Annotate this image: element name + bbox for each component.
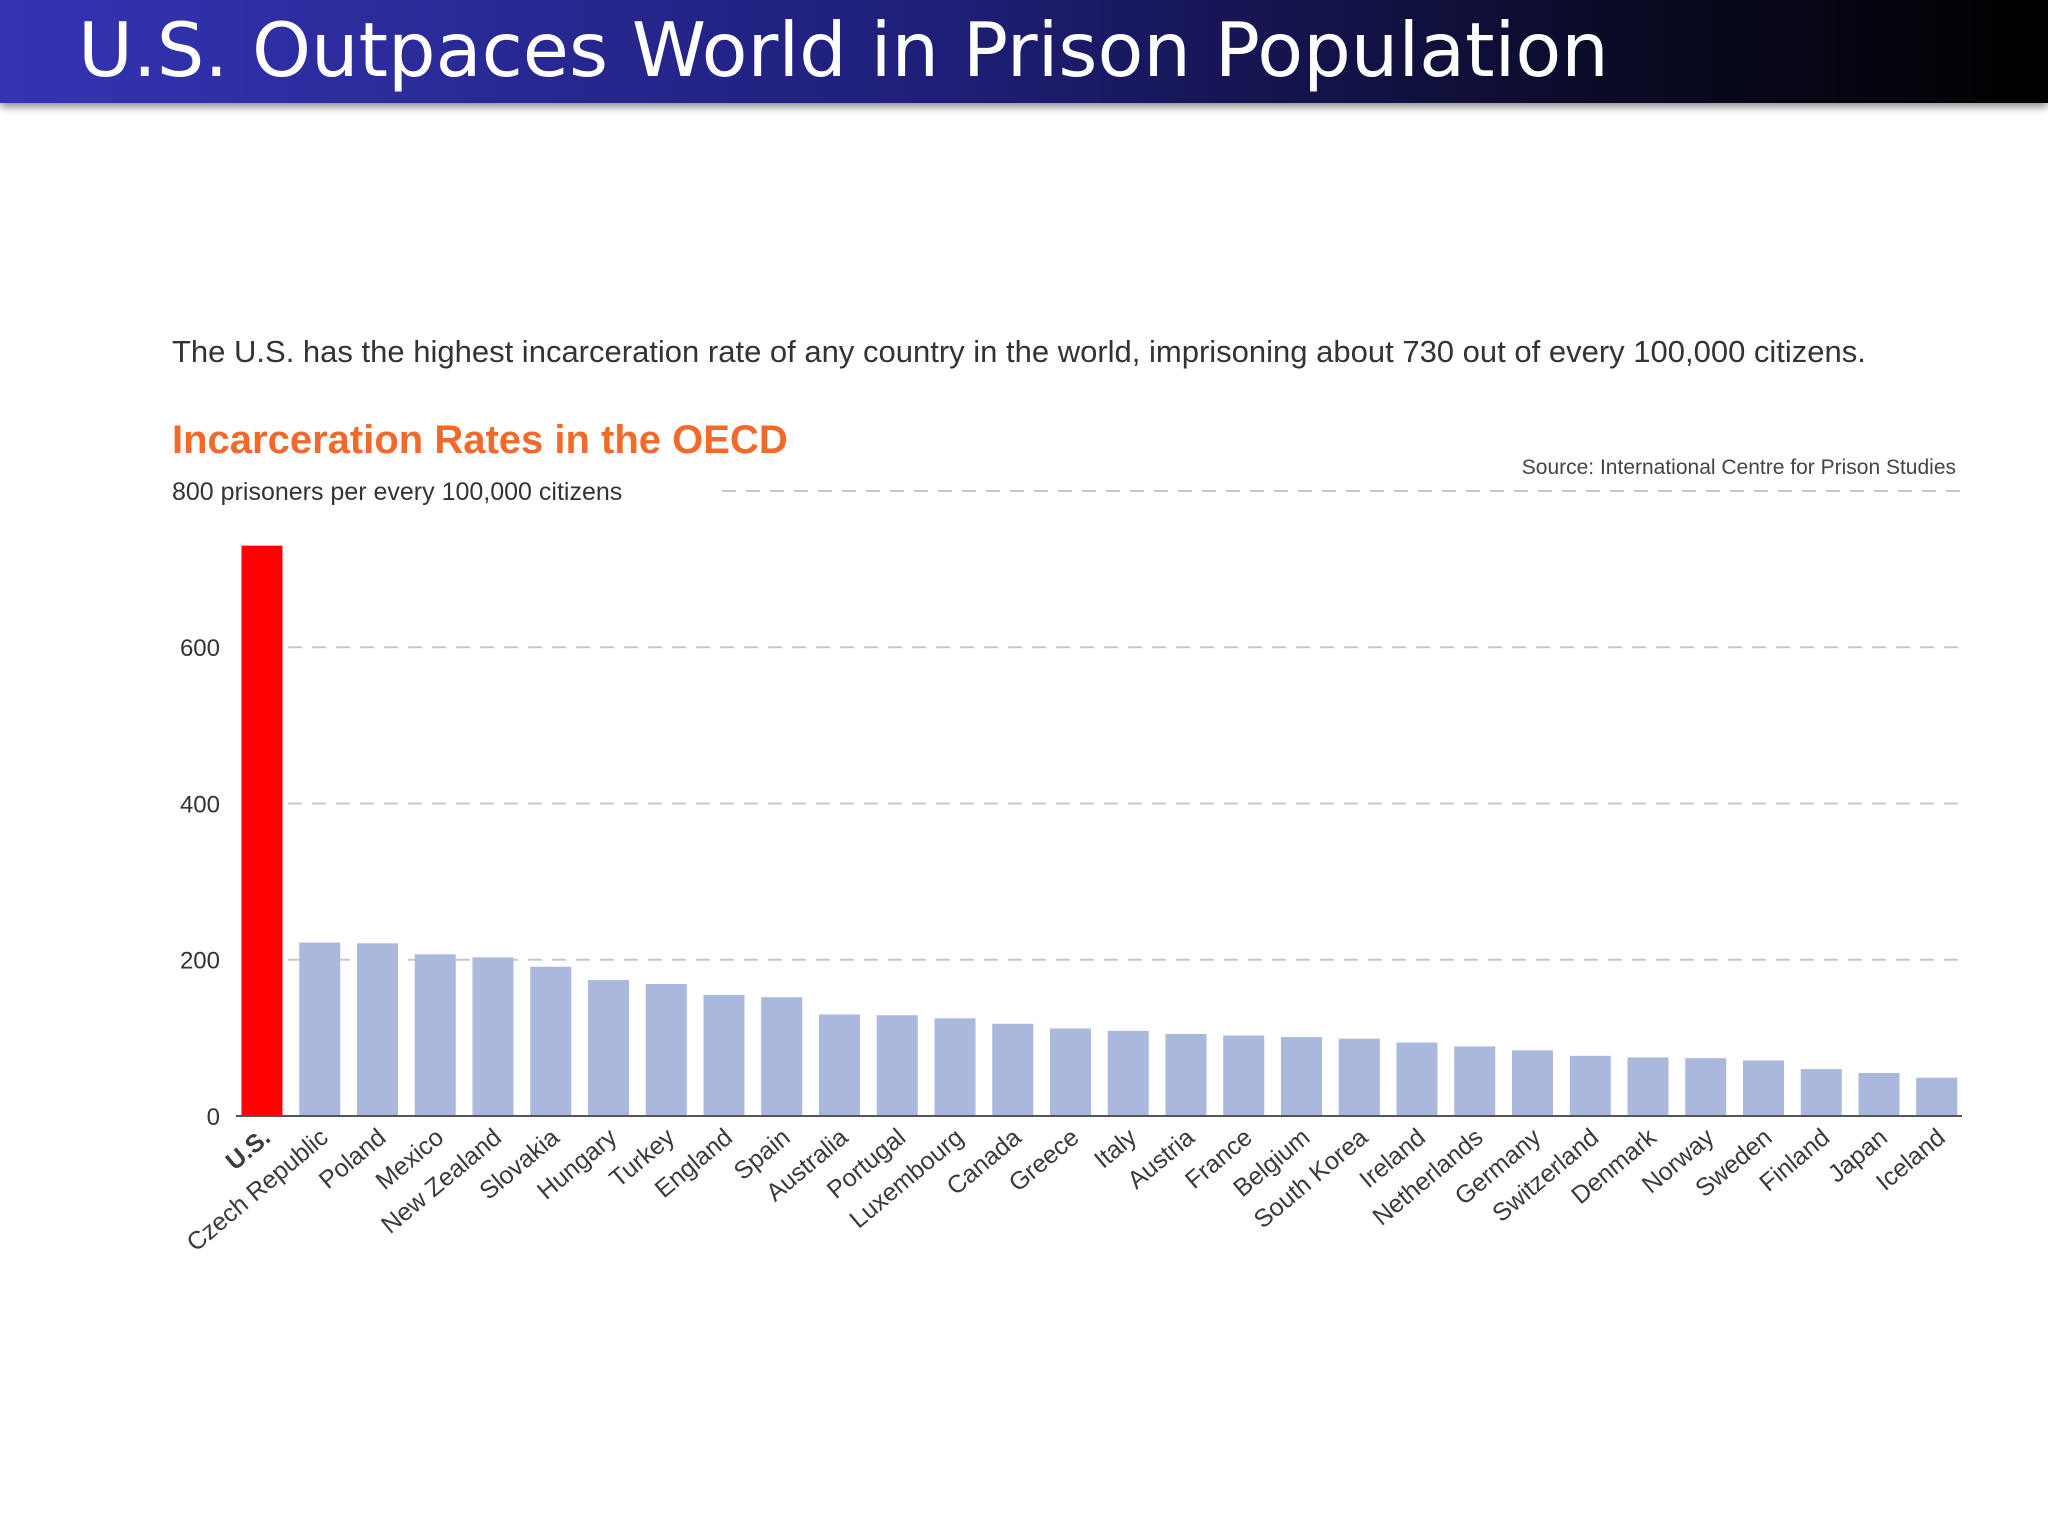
bar-finland — [1800, 1069, 1842, 1116]
bar-belgium — [1281, 1037, 1322, 1116]
bar-mexico — [414, 954, 456, 1116]
bar-switzerland — [1569, 1055, 1611, 1116]
bar-slovakia — [530, 966, 572, 1116]
bar-iceland — [1916, 1077, 1958, 1116]
bar-luxembourg — [934, 1018, 976, 1116]
bar-ireland — [1396, 1042, 1438, 1116]
bar-u-s — [241, 545, 283, 1116]
bar-france — [1223, 1035, 1265, 1116]
bar-australia — [819, 1014, 860, 1116]
bar-norway — [1685, 1058, 1727, 1116]
top-gridline-label: 800 prisoners per every 100,000 citizens — [172, 478, 622, 506]
title-bar: U.S. Outpaces World in Prison Population — [0, 0, 2048, 103]
chart-title: Incarceration Rates in the OECD — [172, 418, 788, 462]
y-tick-label: 200 — [180, 948, 220, 975]
bar-japan — [1858, 1073, 1900, 1116]
bar-new-zealand — [472, 957, 514, 1116]
intro-text: The U.S. has the highest incarceration r… — [172, 334, 1866, 369]
bar-hungary — [588, 980, 629, 1116]
bar-turkey — [645, 983, 687, 1116]
bar-greece — [1050, 1028, 1091, 1116]
bar-sweden — [1743, 1060, 1784, 1116]
chart-source: Source: International Centre for Prison … — [1521, 456, 1956, 479]
bar-czech-republic — [299, 942, 341, 1116]
bar-denmark — [1627, 1057, 1669, 1116]
bar-portugal — [876, 1015, 918, 1116]
y-tick-label: 400 — [180, 791, 220, 818]
slide-title: U.S. Outpaces World in Prison Population — [78, 6, 1609, 94]
bar-england — [703, 994, 745, 1116]
bar-spain — [761, 997, 803, 1116]
bar-canada — [992, 1023, 1034, 1116]
bar-poland — [357, 943, 398, 1116]
bar-germany — [1512, 1050, 1553, 1116]
bar-austria — [1165, 1033, 1207, 1116]
bar-netherlands — [1454, 1046, 1496, 1116]
y-tick-label: 0 — [207, 1104, 220, 1131]
bar-south-korea — [1338, 1038, 1380, 1116]
y-tick-label: 600 — [180, 635, 220, 662]
bar-italy — [1107, 1030, 1149, 1116]
